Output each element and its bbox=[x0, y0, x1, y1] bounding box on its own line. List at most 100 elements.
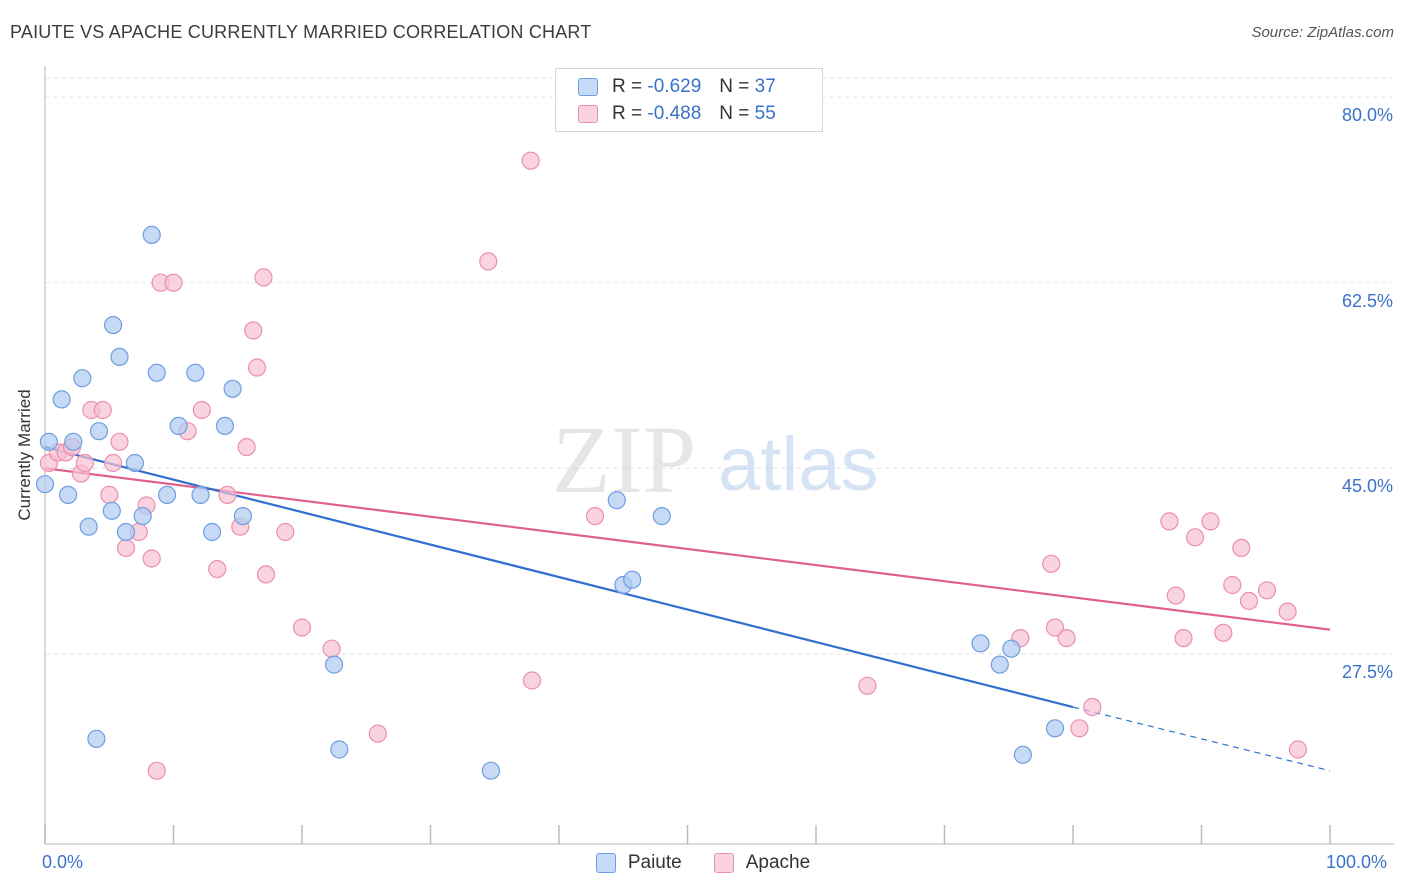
apache-n-value: 55 bbox=[754, 103, 776, 124]
apache-point[interactable] bbox=[192, 400, 211, 420]
paiute-point[interactable] bbox=[971, 634, 990, 653]
apache-point[interactable] bbox=[292, 618, 312, 637]
trend-lines bbox=[44, 446, 1331, 772]
apache-point[interactable] bbox=[93, 400, 112, 420]
apache-point[interactable] bbox=[208, 559, 227, 579]
apache-point[interactable] bbox=[1288, 740, 1308, 759]
apache-point[interactable] bbox=[1214, 623, 1233, 642]
paiute-point[interactable] bbox=[52, 390, 71, 409]
apache-point[interactable] bbox=[110, 432, 129, 451]
apache-point[interactable] bbox=[522, 671, 542, 690]
apache-point[interactable] bbox=[1257, 581, 1277, 600]
apache-point[interactable] bbox=[1174, 628, 1193, 648]
apache-point[interactable] bbox=[1166, 586, 1185, 605]
apache-point[interactable] bbox=[256, 565, 276, 584]
apache-point[interactable] bbox=[142, 549, 161, 568]
apache-point[interactable] bbox=[244, 321, 263, 340]
paiute-point[interactable] bbox=[35, 475, 55, 494]
apache-point[interactable] bbox=[479, 252, 498, 271]
paiute-point[interactable] bbox=[223, 379, 242, 398]
paiute-point[interactable] bbox=[607, 491, 626, 510]
apache-point[interactable] bbox=[521, 151, 540, 170]
legend-item-paiute[interactable]: Paiute bbox=[595, 852, 682, 874]
apache-legend-label: Apache bbox=[745, 852, 811, 873]
paiute-point[interactable] bbox=[102, 501, 121, 520]
axes bbox=[44, 66, 1394, 845]
apache-point[interactable] bbox=[276, 522, 295, 542]
apache-point[interactable] bbox=[1070, 719, 1089, 738]
y-axis-label: Currently Married bbox=[15, 389, 34, 521]
apache-point[interactable] bbox=[858, 676, 877, 695]
apache-point[interactable] bbox=[247, 358, 267, 377]
apache-point[interactable] bbox=[1223, 575, 1242, 595]
paiute-point[interactable] bbox=[158, 485, 177, 504]
paiute-point[interactable] bbox=[58, 485, 78, 504]
apache-point[interactable] bbox=[322, 639, 341, 658]
paiute-point[interactable] bbox=[623, 570, 642, 589]
apache-point[interactable] bbox=[1201, 512, 1220, 531]
apache-point[interactable] bbox=[1045, 618, 1065, 637]
legend-row-apache: R = -0.488 N = 55 bbox=[578, 102, 776, 126]
paiute-point[interactable] bbox=[110, 347, 129, 366]
apache-point[interactable] bbox=[1278, 602, 1297, 621]
paiute-point[interactable] bbox=[147, 363, 166, 382]
y-tick-label: 27.5% bbox=[1341, 662, 1393, 682]
apache-point[interactable] bbox=[254, 268, 273, 287]
paiute-point[interactable] bbox=[652, 506, 671, 526]
apache-point[interactable] bbox=[164, 273, 183, 292]
apache-point[interactable] bbox=[116, 538, 136, 558]
paiute-legend-swatch bbox=[595, 853, 616, 873]
apache-point[interactable] bbox=[1232, 538, 1251, 558]
paiute-point[interactable] bbox=[191, 485, 210, 504]
paiute-point[interactable] bbox=[169, 416, 188, 435]
paiute-point[interactable] bbox=[233, 506, 252, 526]
apache-point[interactable] bbox=[147, 761, 166, 780]
apache-point[interactable] bbox=[237, 438, 256, 457]
apache-point[interactable] bbox=[585, 506, 605, 526]
paiute-point[interactable] bbox=[89, 422, 109, 441]
paiute-point[interactable] bbox=[186, 363, 205, 382]
apache-point[interactable] bbox=[218, 485, 237, 504]
paiute-point[interactable] bbox=[481, 761, 500, 780]
apache-swatch bbox=[578, 105, 598, 123]
paiute-point[interactable] bbox=[73, 369, 92, 388]
legend-item-apache[interactable]: Apache bbox=[713, 852, 811, 874]
paiute-point[interactable] bbox=[325, 655, 344, 674]
apache-point[interactable] bbox=[368, 724, 387, 743]
paiute-point[interactable] bbox=[1002, 639, 1021, 658]
paiute-point[interactable] bbox=[103, 316, 123, 335]
apache-point[interactable] bbox=[1042, 554, 1061, 573]
paiute-point[interactable] bbox=[1045, 719, 1065, 738]
paiute-point[interactable] bbox=[133, 506, 152, 526]
apache-point[interactable] bbox=[75, 453, 94, 473]
paiute-point[interactable] bbox=[79, 517, 98, 536]
apache-point[interactable] bbox=[1083, 697, 1102, 717]
paiute-point[interactable] bbox=[116, 522, 136, 542]
x-tick-max: 100.0% bbox=[1326, 852, 1388, 872]
paiute-point[interactable] bbox=[990, 655, 1009, 674]
paiute-r-label: R = bbox=[612, 76, 643, 97]
paiute-point[interactable] bbox=[142, 225, 161, 244]
apache-point[interactable] bbox=[1057, 628, 1076, 648]
grid-lines bbox=[45, 77, 1394, 655]
paiute-point[interactable] bbox=[125, 453, 144, 473]
y-tick-label: 62.5% bbox=[1341, 290, 1393, 311]
paiute-point[interactable] bbox=[330, 740, 349, 759]
x-tick-min: 0.0% bbox=[42, 852, 84, 872]
apache-point[interactable] bbox=[1239, 591, 1259, 611]
apache-point[interactable] bbox=[103, 453, 123, 473]
paiute-point[interactable] bbox=[203, 522, 222, 542]
watermark-atlas: atlas bbox=[718, 422, 879, 507]
paiute-swatch bbox=[578, 78, 598, 96]
apache-point[interactable] bbox=[100, 485, 119, 504]
paiute-point[interactable] bbox=[215, 416, 234, 435]
paiute-point[interactable] bbox=[64, 432, 83, 451]
correlation-legend: R = -0.629 N = 37 R = -0.488 N = 55 bbox=[555, 68, 823, 132]
watermark: ZIP atlas bbox=[552, 406, 879, 513]
paiute-point[interactable] bbox=[39, 432, 59, 451]
apache-point[interactable] bbox=[1160, 512, 1179, 531]
apache-point[interactable] bbox=[1185, 528, 1205, 547]
paiute-point[interactable] bbox=[87, 729, 106, 749]
apache-trend-line bbox=[44, 467, 1331, 631]
paiute-point[interactable] bbox=[1013, 745, 1033, 764]
